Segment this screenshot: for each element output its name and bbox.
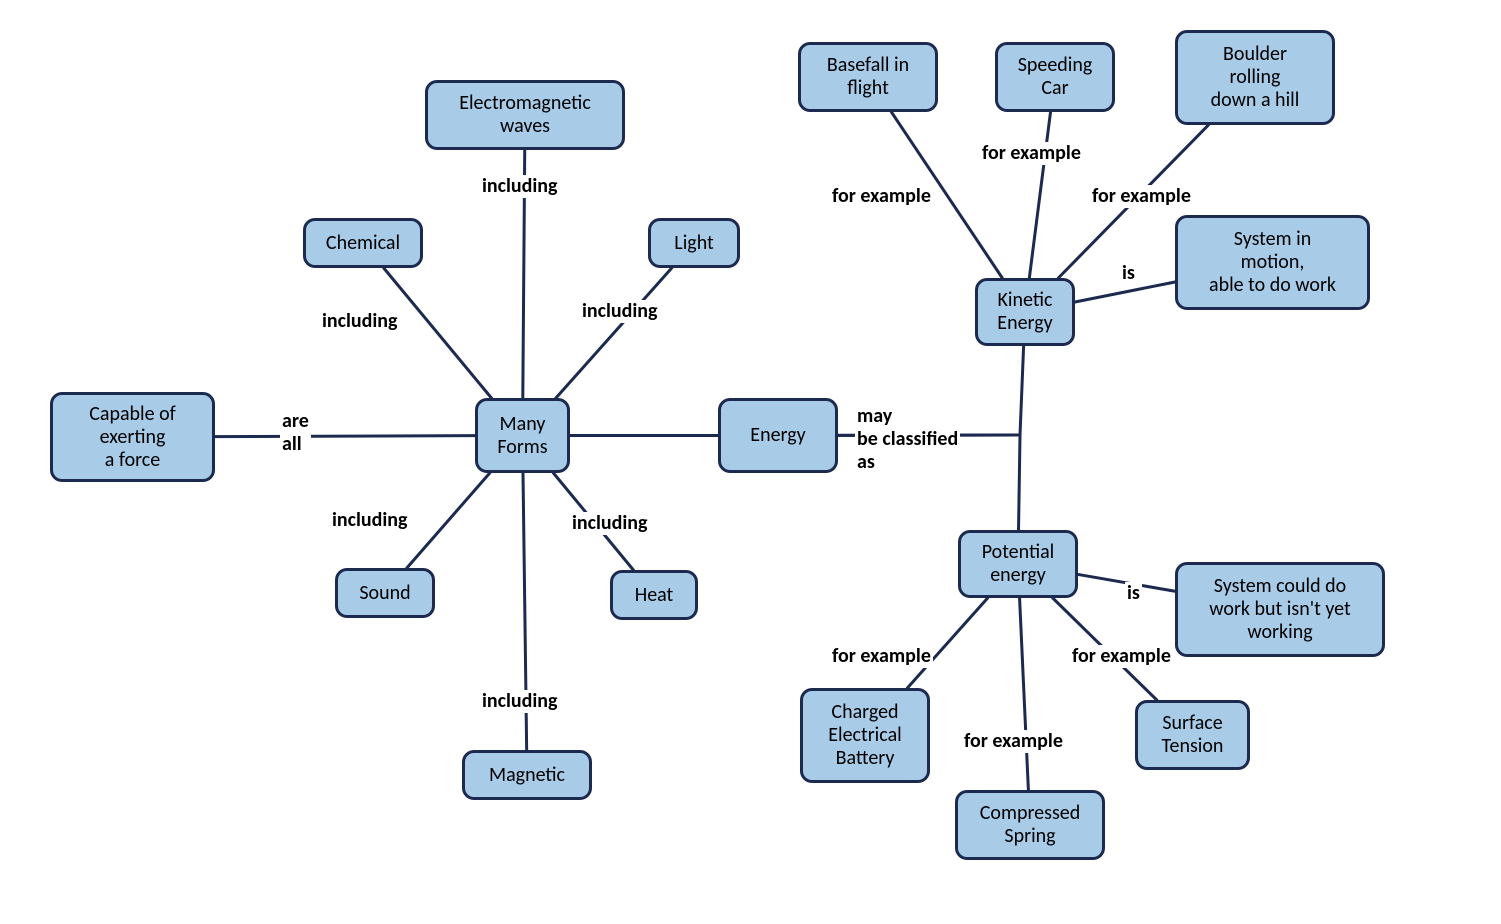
node-system-motion: System in motion, able to do work bbox=[1175, 215, 1370, 310]
concept-map-diagram: are all including including including includ… bbox=[0, 0, 1501, 924]
node-heat: Heat bbox=[610, 570, 698, 620]
node-boulder: Boulder rolling down a hill bbox=[1175, 30, 1335, 125]
edge-label-kinetic-boulder: for example bbox=[1090, 185, 1193, 208]
edge-many-forms-capable bbox=[215, 436, 475, 437]
edge-potential-compressed-spring bbox=[1020, 598, 1029, 790]
node-speeding-car: Speeding Car bbox=[995, 42, 1115, 112]
edge-label-potential-system-could: is bbox=[1125, 582, 1142, 605]
node-energy: Energy bbox=[718, 398, 838, 473]
edge-label-many-forms-light: including bbox=[580, 300, 660, 323]
node-light: Light bbox=[648, 218, 740, 268]
edge-label-kinetic-basefall: for example bbox=[830, 185, 933, 208]
edge-potential-charged-battery bbox=[907, 598, 987, 688]
edge-label-energy-kinetic: may be classified as bbox=[855, 405, 960, 474]
node-many-forms: Many Forms bbox=[475, 398, 570, 473]
node-basefall: Basefall in flight bbox=[798, 42, 938, 112]
edge-label-many-forms-capable: are all bbox=[280, 410, 311, 456]
node-system-could: System could do work but isn't yet worki… bbox=[1175, 562, 1385, 657]
edge-many-forms-light bbox=[556, 268, 672, 398]
node-electromagnetic: Electromagnetic waves bbox=[425, 80, 625, 150]
node-compressed-spring: Compressed Spring bbox=[955, 790, 1105, 860]
edge-label-many-forms-sound: including bbox=[330, 509, 410, 532]
node-magnetic: Magnetic bbox=[462, 750, 592, 800]
node-charged-battery: Charged Electrical Battery bbox=[800, 688, 930, 783]
node-capable: Capable of exerting a force bbox=[50, 392, 215, 482]
node-sound: Sound bbox=[335, 568, 435, 618]
edge-label-many-forms-magnetic: including bbox=[480, 690, 560, 713]
node-potential: Potential energy bbox=[958, 530, 1078, 598]
edge-kinetic-system-motion bbox=[1075, 282, 1175, 302]
edge-label-kinetic-system-motion: is bbox=[1120, 262, 1137, 285]
edge-label-many-forms-electromagnetic: including bbox=[480, 175, 560, 198]
node-kinetic: Kinetic Energy bbox=[975, 278, 1075, 346]
edge-many-forms-chemical bbox=[384, 268, 492, 398]
edge-label-potential-surface-tension: for example bbox=[1070, 645, 1173, 668]
edge-label-kinetic-speeding-car: for example bbox=[980, 142, 1083, 165]
edge-label-potential-charged-battery: for example bbox=[830, 645, 933, 668]
edge-kinetic-speeding-car bbox=[1029, 112, 1050, 278]
edge-label-many-forms-heat: including bbox=[570, 512, 650, 535]
node-chemical: Chemical bbox=[303, 218, 423, 268]
edge-label-potential-compressed-spring: for example bbox=[962, 730, 1065, 753]
edge-label-many-forms-chemical: including bbox=[320, 310, 400, 333]
edge-many-forms-sound bbox=[407, 473, 490, 568]
node-surface-tension: Surface Tension bbox=[1135, 700, 1250, 770]
